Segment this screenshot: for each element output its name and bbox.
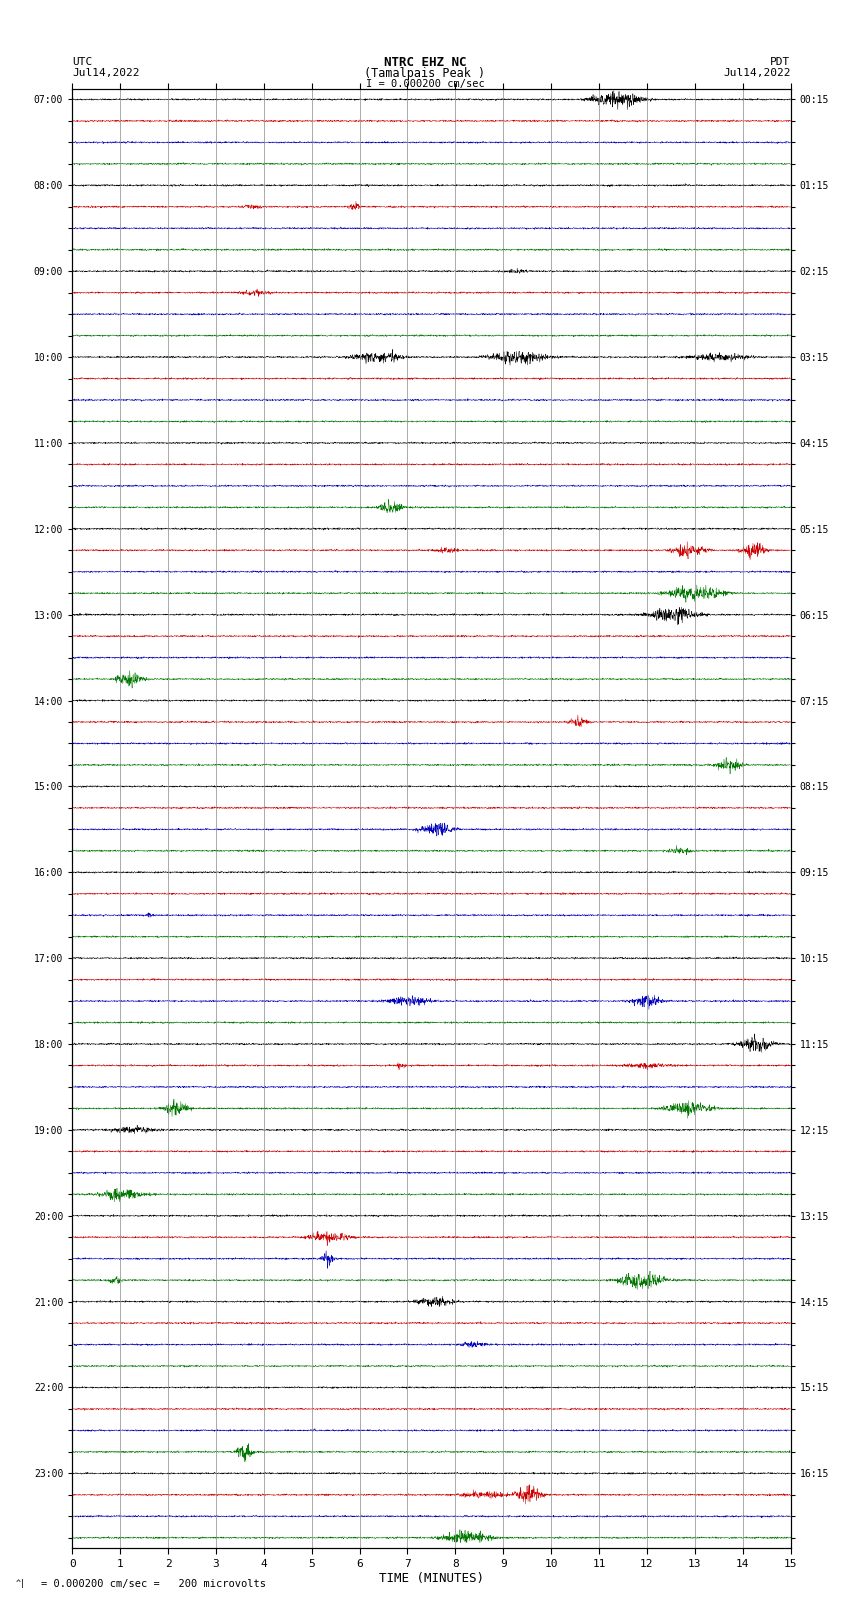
Text: Jul14,2022: Jul14,2022 [723,68,791,79]
Text: ^|: ^| [15,1579,26,1589]
Text: = 0.000200 cm/sec =   200 microvolts: = 0.000200 cm/sec = 200 microvolts [41,1579,266,1589]
Text: PDT: PDT [770,56,790,68]
X-axis label: TIME (MINUTES): TIME (MINUTES) [379,1571,484,1584]
Text: Jul14,2022: Jul14,2022 [72,68,139,79]
Text: NTRC EHZ NC: NTRC EHZ NC [383,55,467,69]
Text: (Tamalpais Peak ): (Tamalpais Peak ) [365,66,485,81]
Text: UTC: UTC [72,56,93,68]
Text: I = 0.000200 cm/sec: I = 0.000200 cm/sec [366,79,484,89]
